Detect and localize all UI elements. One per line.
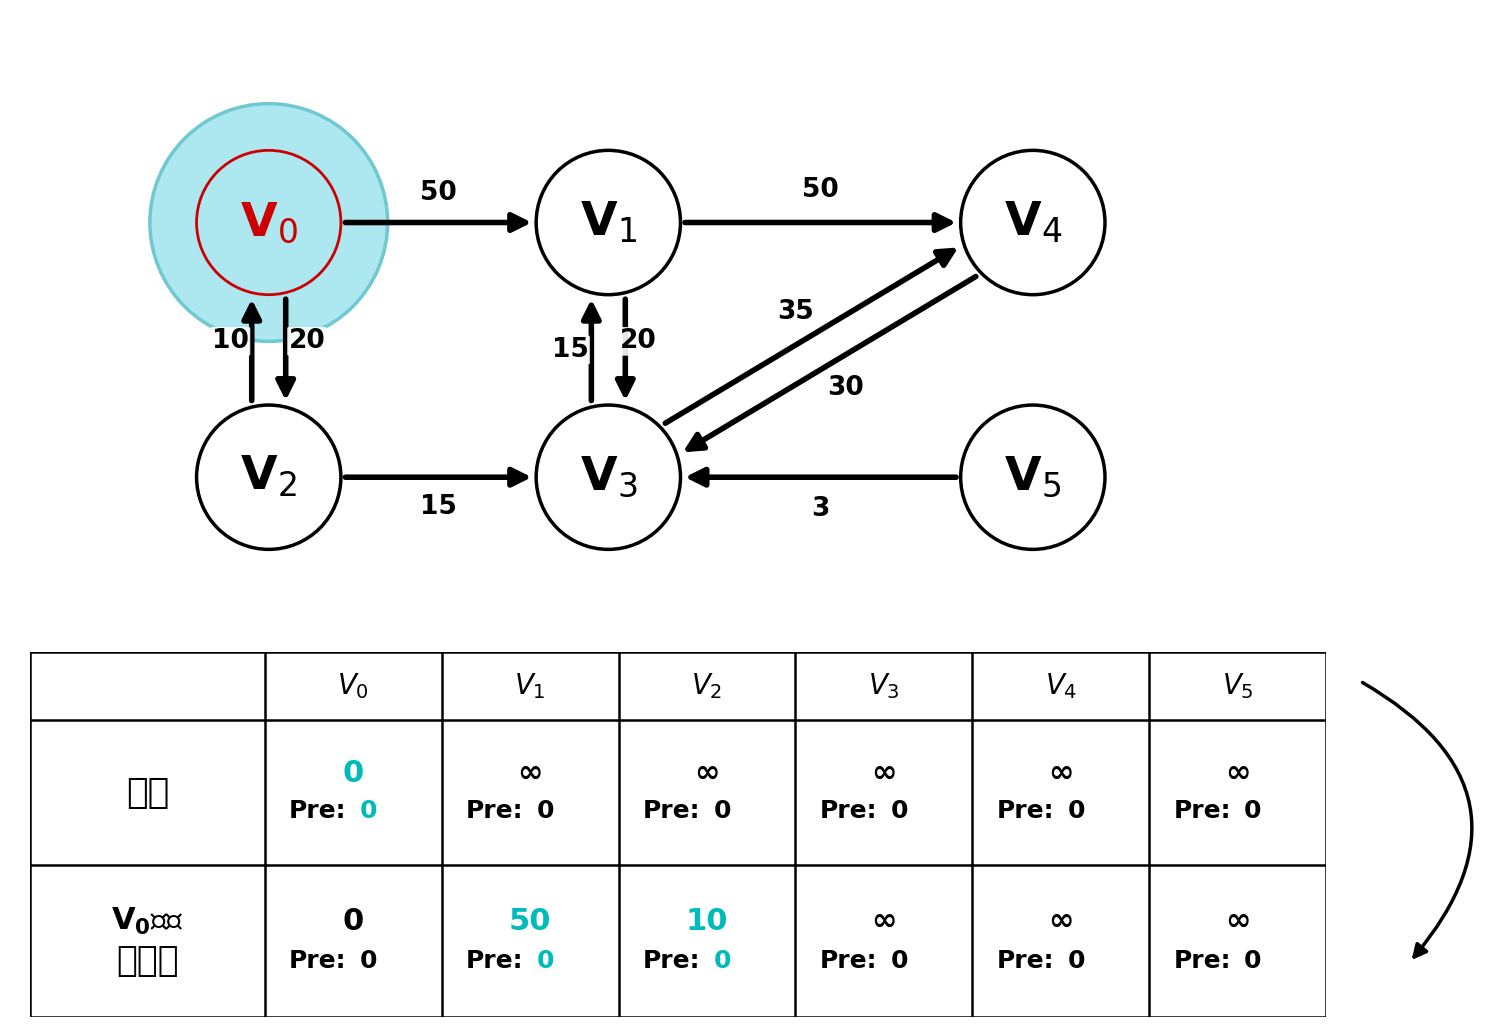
Text: ∞: ∞	[517, 759, 543, 788]
Text: 0: 0	[360, 949, 377, 973]
Text: $V_0$: $V_0$	[338, 671, 369, 700]
Text: Pre:: Pre:	[466, 949, 523, 973]
Text: $\mathbf{V}_\mathbf{0}$进入: $\mathbf{V}_\mathbf{0}$进入	[112, 906, 184, 937]
Text: Pre:: Pre:	[1174, 799, 1231, 824]
Text: 0: 0	[1245, 949, 1261, 973]
Text: 0: 0	[891, 799, 907, 824]
Text: $V_5$: $V_5$	[1222, 671, 1254, 700]
Text: $\mathbf{V}_{0}$: $\mathbf{V}_{0}$	[240, 200, 297, 245]
Text: Pre:: Pre:	[996, 799, 1055, 824]
Circle shape	[536, 405, 681, 549]
Text: 30: 30	[827, 375, 865, 402]
Text: Pre:: Pre:	[466, 799, 523, 824]
Circle shape	[149, 104, 387, 341]
Text: 0: 0	[360, 799, 377, 824]
Text: 0: 0	[342, 759, 363, 788]
Text: 50: 50	[802, 178, 839, 203]
Text: 初始: 初始	[125, 775, 169, 809]
Text: Pre:: Pre:	[289, 799, 347, 824]
Text: $V_4$: $V_4$	[1044, 671, 1078, 700]
Text: Pre:: Pre:	[1174, 949, 1231, 973]
Text: Pre:: Pre:	[820, 949, 877, 973]
Text: 0: 0	[342, 907, 363, 936]
Text: 0: 0	[536, 799, 555, 824]
Text: $\mathbf{V}_{4}$: $\mathbf{V}_{4}$	[1004, 200, 1062, 245]
Circle shape	[960, 405, 1105, 549]
Text: ∞: ∞	[871, 759, 897, 788]
Text: 0: 0	[536, 949, 555, 973]
Text: ∞: ∞	[1225, 907, 1251, 936]
Text: 第一组: 第一组	[116, 944, 179, 978]
Circle shape	[536, 150, 681, 295]
Text: 15: 15	[420, 494, 457, 520]
Text: 0: 0	[891, 949, 907, 973]
Text: 15: 15	[552, 337, 589, 363]
FancyArrowPatch shape	[1362, 683, 1472, 957]
Text: $V_1$: $V_1$	[514, 671, 546, 700]
Text: 3: 3	[811, 496, 830, 523]
Text: 35: 35	[776, 299, 814, 325]
Text: 20: 20	[619, 329, 657, 354]
Text: 0: 0	[713, 799, 731, 824]
Text: 0: 0	[1067, 949, 1085, 973]
Text: 20: 20	[288, 329, 326, 354]
Text: Pre:: Pre:	[289, 949, 347, 973]
Text: Pre:: Pre:	[643, 949, 701, 973]
Text: Pre:: Pre:	[996, 949, 1055, 973]
Text: Pre:: Pre:	[820, 799, 877, 824]
Text: ∞: ∞	[1047, 907, 1073, 936]
Text: 10: 10	[686, 907, 728, 936]
Text: 50: 50	[420, 180, 457, 205]
Text: $\mathbf{V}_{3}$: $\mathbf{V}_{3}$	[580, 455, 637, 500]
Text: 0: 0	[1067, 799, 1085, 824]
Circle shape	[960, 150, 1105, 295]
Text: ∞: ∞	[1225, 759, 1251, 788]
Text: $\mathbf{V}_{1}$: $\mathbf{V}_{1}$	[580, 200, 637, 245]
Text: ∞: ∞	[1047, 759, 1073, 788]
Text: ∞: ∞	[695, 759, 720, 788]
Circle shape	[196, 405, 341, 549]
Text: $V_2$: $V_2$	[692, 671, 723, 700]
Text: 0: 0	[1245, 799, 1261, 824]
Text: $V_3$: $V_3$	[868, 671, 900, 700]
Text: $\mathbf{V}_{5}$: $\mathbf{V}_{5}$	[1004, 455, 1061, 500]
Text: 50: 50	[509, 907, 552, 936]
Text: $\mathbf{V}_{2}$: $\mathbf{V}_{2}$	[241, 455, 297, 500]
Text: ∞: ∞	[871, 907, 897, 936]
Text: 10: 10	[212, 329, 249, 354]
Text: Pre:: Pre:	[643, 799, 701, 824]
Text: 0: 0	[713, 949, 731, 973]
